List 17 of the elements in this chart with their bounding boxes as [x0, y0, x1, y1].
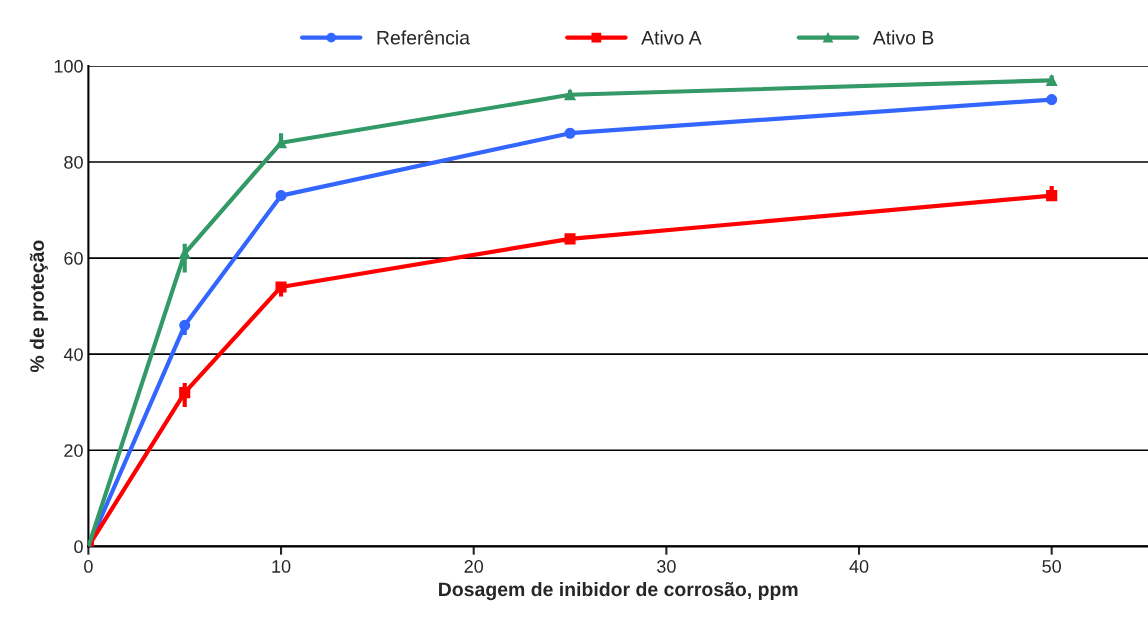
x-tick-label: 0 [84, 560, 93, 573]
y-tick-label: 40 [63, 348, 83, 361]
x-tick-label: 20 [464, 560, 484, 573]
y-tick-label: 60 [64, 252, 83, 265]
y-tick-label: 0 [74, 540, 83, 554]
x-tick-label: 10 [272, 560, 291, 573]
legend-label: Referência [377, 30, 470, 45]
y-tick-label: 20 [64, 444, 83, 457]
legend-label: Ativo B [872, 30, 934, 45]
y-tick-label: 100 [54, 59, 83, 73]
x-axis-title: Dosagem de inibidor de corrosão, ppm [439, 581, 798, 601]
x-tick-label: 30 [657, 560, 676, 573]
y-axis-title: % de proteção [29, 240, 48, 373]
legend-label: Ativo A [641, 30, 702, 45]
x-tick-label: 40 [849, 560, 869, 573]
x-tick-label: 50 [1042, 560, 1062, 573]
y-tick-label: 80 [64, 155, 83, 169]
